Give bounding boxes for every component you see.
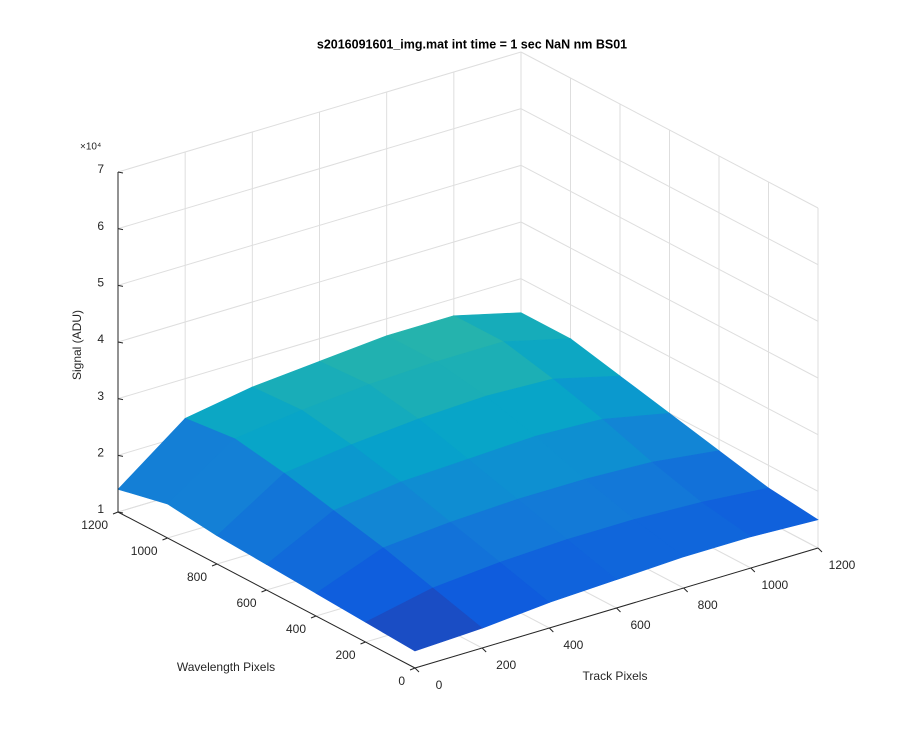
y-tick (162, 537, 168, 541)
grid-line (117, 108, 522, 230)
z-tick-label: 7 (97, 162, 104, 176)
x-tick-label: 400 (563, 638, 583, 652)
x-tick-label: 600 (630, 618, 650, 632)
z-axis-label: Signal (ADU) (70, 310, 84, 380)
y-tick-label: 400 (286, 622, 306, 636)
y-tick-label: 600 (236, 596, 256, 610)
y-tick-label: 0 (398, 674, 405, 688)
grid-line (117, 164, 522, 286)
z-multiplier: ×10⁴ (80, 142, 101, 153)
grid-line (520, 278, 819, 436)
y-tick (360, 641, 366, 645)
y-tick-label: 1000 (131, 544, 158, 558)
y-tick (211, 563, 218, 567)
grid-line (520, 221, 819, 379)
z-tick-label: 3 (97, 389, 104, 403)
x-tick (481, 647, 487, 653)
y-axis-label: Wavelength Pixels (177, 660, 275, 674)
y-tick-label: 200 (335, 648, 355, 662)
x-tick-label: 200 (496, 658, 516, 672)
y-tick (261, 589, 267, 593)
x-tick (750, 567, 756, 573)
x-tick-label: 800 (698, 598, 718, 612)
y-tick (310, 615, 317, 619)
z-tick (117, 398, 124, 401)
z-tick-label: 2 (97, 446, 104, 460)
axes: 0200400600800100012000200400600800100012… (81, 162, 855, 692)
chart-title: s2016091601_img.mat int time = 1 sec NaN… (317, 37, 627, 51)
x-axis-label: Track Pixels (583, 669, 648, 683)
z-tick (117, 284, 124, 287)
z-tick (117, 228, 124, 231)
y-tick (409, 667, 416, 671)
x-tick-label: 0 (436, 678, 443, 692)
x-tick (414, 667, 420, 673)
z-tick (117, 511, 124, 514)
y-tick-label: 1200 (81, 518, 108, 532)
z-tick-label: 4 (97, 332, 104, 346)
x-tick-label: 1000 (761, 578, 788, 592)
grid-line (117, 221, 522, 343)
z-tick (117, 171, 124, 174)
z-tick-label: 5 (97, 276, 104, 290)
y-tick-label: 800 (187, 570, 207, 584)
x-tick-label: 1200 (829, 558, 856, 572)
z-tick (117, 454, 124, 457)
x-tick (548, 627, 554, 633)
x-tick (817, 547, 823, 553)
x-tick (616, 607, 621, 613)
grid-line (117, 51, 522, 173)
grid-line (520, 164, 819, 322)
x-tick (683, 587, 689, 593)
z-tick-label: 1 (97, 502, 104, 516)
surface-patch (364, 587, 483, 652)
grid-line (520, 108, 819, 266)
surface (117, 312, 819, 652)
grid-line (117, 278, 522, 400)
grid-line (520, 51, 819, 209)
z-tick-label: 6 (97, 219, 104, 233)
y-tick (112, 511, 119, 515)
z-tick (117, 341, 124, 344)
